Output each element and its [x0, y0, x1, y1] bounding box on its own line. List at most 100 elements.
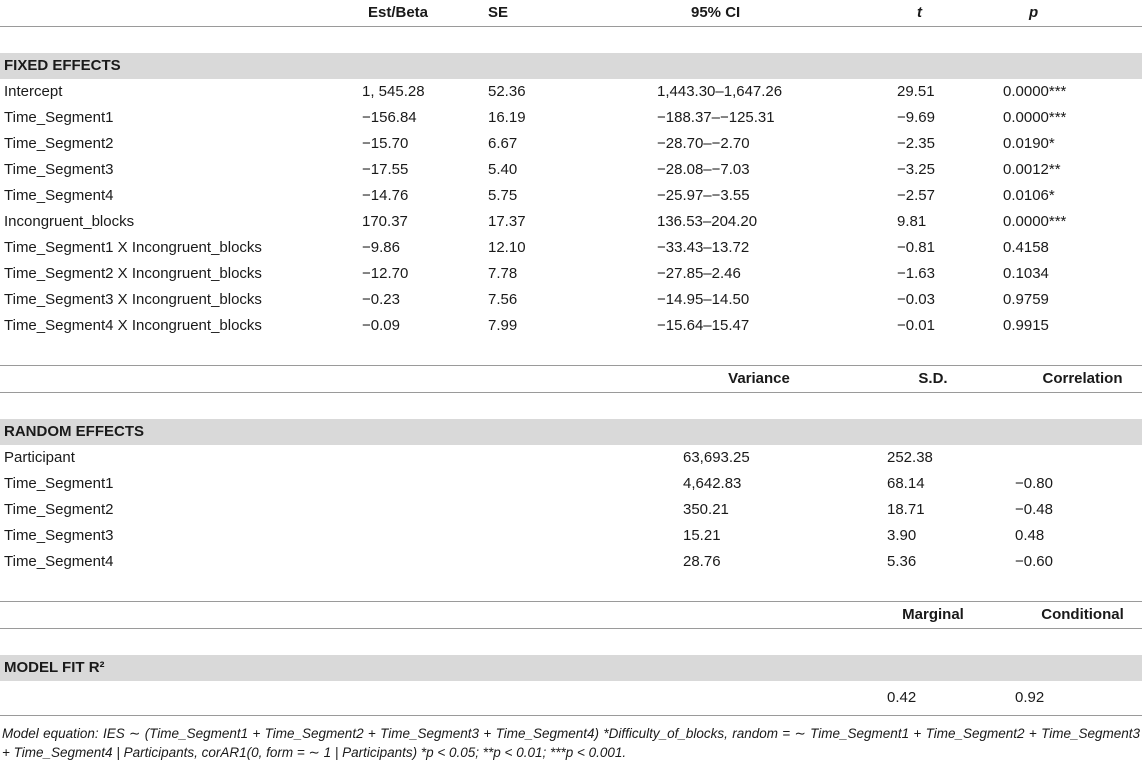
fixed-se: 16.19 — [488, 109, 526, 126]
fixed-ci: −33.43–13.72 — [657, 239, 750, 256]
fixed-se: 52.36 — [488, 83, 526, 100]
fit-marginal-value: 0.42 — [887, 689, 917, 706]
fixed-effect-row: Intercept 1, 545.28 52.36 1,443.30–1,647.26… — [0, 79, 1142, 105]
fixed-est: 170.37 — [362, 213, 408, 230]
fixed-term: Time_Segment2 X Incongruent_blocks — [4, 265, 262, 282]
random-variance: 28.76 — [683, 553, 721, 570]
header-se: SE — [488, 4, 509, 21]
fixed-effect-row: Time_Segment3 X Incongruent_blocks −0.23 7… — [0, 287, 1142, 313]
fixed-t: −0.81 — [897, 239, 935, 256]
fixed-se: 7.78 — [488, 265, 518, 282]
random-term: Participant — [4, 449, 75, 466]
fixed-p: 0.0000*** — [1003, 83, 1067, 100]
table-footnote: Model equation: IES ∼ (Time_Segment1 + T… — [0, 715, 1142, 762]
header-sd: S.D. — [918, 370, 948, 387]
fixed-ci: −27.85–2.46 — [657, 265, 741, 282]
fixed-effect-row: Time_Segment1 X Incongruent_blocks −9.86 1… — [0, 235, 1142, 261]
header-conditional: Conditional — [1041, 606, 1124, 623]
random-variance: 15.21 — [683, 527, 721, 544]
fixed-se: 6.67 — [488, 135, 518, 152]
fixed-effect-row: Time_Segment2 X Incongruent_blocks −12.70… — [0, 261, 1142, 287]
fixed-p: 0.0012** — [1003, 161, 1061, 178]
fixed-p: 0.0106* — [1003, 187, 1055, 204]
random-sd: 18.71 — [887, 501, 925, 518]
fixed-effect-row: Time_Segment1 −156.84 16.19 −188.37–−125.31… — [0, 105, 1142, 131]
fixed-effect-row: Time_Segment3 −17.55 5.40 −28.08–−7.03 −3.25… — [0, 157, 1142, 183]
random-sd: 68.14 — [887, 475, 925, 492]
fixed-t: −9.69 — [897, 109, 935, 126]
random-effects-title: RANDOM EFFECTS — [0, 419, 1142, 445]
fixed-term: Time_Segment3 — [4, 161, 114, 178]
fixed-p: 0.1034 — [1003, 265, 1049, 282]
fixed-term: Time_Segment4 X Incongruent_blocks — [4, 317, 262, 334]
fixed-se: 17.37 — [488, 213, 526, 230]
fixed-est: −14.76 — [362, 187, 409, 204]
fixed-se: 5.75 — [488, 187, 518, 204]
fixed-effects-section: FIXED EFFECTS — [0, 53, 1142, 79]
random-header-row: Variance S.D. Correlation — [0, 365, 1142, 393]
fixed-est: −0.23 — [362, 291, 400, 308]
fixed-p: 0.0190* — [1003, 135, 1055, 152]
fixed-ci: 1,443.30–1,647.26 — [657, 83, 783, 100]
fixed-t: −0.03 — [897, 291, 935, 308]
random-effect-row: Time_Segment4 28.76 5.36 −0.60 — [0, 549, 1142, 575]
fixed-effect-row: Incongruent_blocks 170.37 17.37 136.53–204.… — [0, 209, 1142, 235]
fixed-est: −9.86 — [362, 239, 400, 256]
model-fit-title: MODEL FIT R² — [0, 655, 1142, 681]
fixed-t: −2.57 — [897, 187, 935, 204]
random-term: Time_Segment3 — [4, 527, 114, 544]
fixed-term: Time_Segment4 — [4, 187, 114, 204]
fixed-effect-row: Time_Segment4 X Incongruent_blocks −0.09 7… — [0, 313, 1142, 339]
fixed-t: −0.01 — [897, 317, 935, 334]
random-variance: 63,693.25 — [683, 449, 750, 466]
random-correlation: −0.80 — [1015, 475, 1053, 492]
fixed-ci: −15.64–15.47 — [657, 317, 750, 334]
random-correlation — [981, 445, 1142, 471]
random-effect-row: Participant 63,693.25 252.38 — [0, 445, 1142, 471]
random-term: Time_Segment1 — [4, 475, 114, 492]
fixed-ci: −28.08–−7.03 — [657, 161, 750, 178]
random-term: Time_Segment4 — [4, 553, 114, 570]
fixed-effect-row: Time_Segment2 −15.70 6.67 −28.70–−2.70 −2.35… — [0, 131, 1142, 157]
header-ci: 95% CI — [691, 4, 741, 21]
fixed-effect-row: Time_Segment4 −14.76 5.75 −25.97–−3.55 −2.57… — [0, 183, 1142, 209]
fixed-t: −2.35 — [897, 135, 935, 152]
fixed-term: Time_Segment3 X Incongruent_blocks — [4, 291, 262, 308]
random-term: Time_Segment2 — [4, 501, 114, 518]
random-correlation: −0.60 — [1015, 553, 1053, 570]
fixed-p: 0.0000*** — [1003, 213, 1067, 230]
fixed-t: 9.81 — [897, 213, 927, 230]
header-t: t — [917, 4, 922, 21]
mixed-model-table: Est/Beta SE 95% CI t p FIXED EFFECTS Int… — [0, 0, 1142, 715]
fixed-ci: −28.70–−2.70 — [657, 135, 750, 152]
header-variance: Variance — [728, 370, 790, 387]
column-header-row: Est/Beta SE 95% CI t p — [0, 0, 1142, 27]
random-correlation: −0.48 — [1015, 501, 1053, 518]
random-sd: 3.90 — [887, 527, 917, 544]
fixed-term: Time_Segment2 — [4, 135, 114, 152]
fixed-term: Time_Segment1 — [4, 109, 114, 126]
fixed-term: Intercept — [4, 83, 63, 100]
header-marginal: Marginal — [902, 606, 964, 623]
random-sd: 5.36 — [887, 553, 917, 570]
fixed-t: −3.25 — [897, 161, 935, 178]
random-correlation: 0.48 — [1015, 527, 1045, 544]
fixed-effects-title: FIXED EFFECTS — [0, 53, 1142, 79]
model-fit-row: 0.42 0.92 — [0, 681, 1142, 715]
fixed-est: −12.70 — [362, 265, 409, 282]
random-variance: 350.21 — [683, 501, 729, 518]
fixed-est: 1, 545.28 — [362, 83, 425, 100]
random-effect-row: Time_Segment3 15.21 3.90 0.48 — [0, 523, 1142, 549]
random-sd: 252.38 — [887, 449, 933, 466]
fixed-se: 7.56 — [488, 291, 518, 308]
random-variance: 4,642.83 — [683, 475, 742, 492]
fixed-p: 0.0000*** — [1003, 109, 1067, 126]
fixed-se: 5.40 — [488, 161, 518, 178]
fixed-est: −17.55 — [362, 161, 409, 178]
fixed-ci: −188.37–−125.31 — [657, 109, 775, 126]
fixed-p: 0.9915 — [1003, 317, 1049, 334]
fixed-se: 7.99 — [488, 317, 518, 334]
header-correlation: Correlation — [1042, 370, 1123, 387]
header-term — [0, 0, 340, 27]
